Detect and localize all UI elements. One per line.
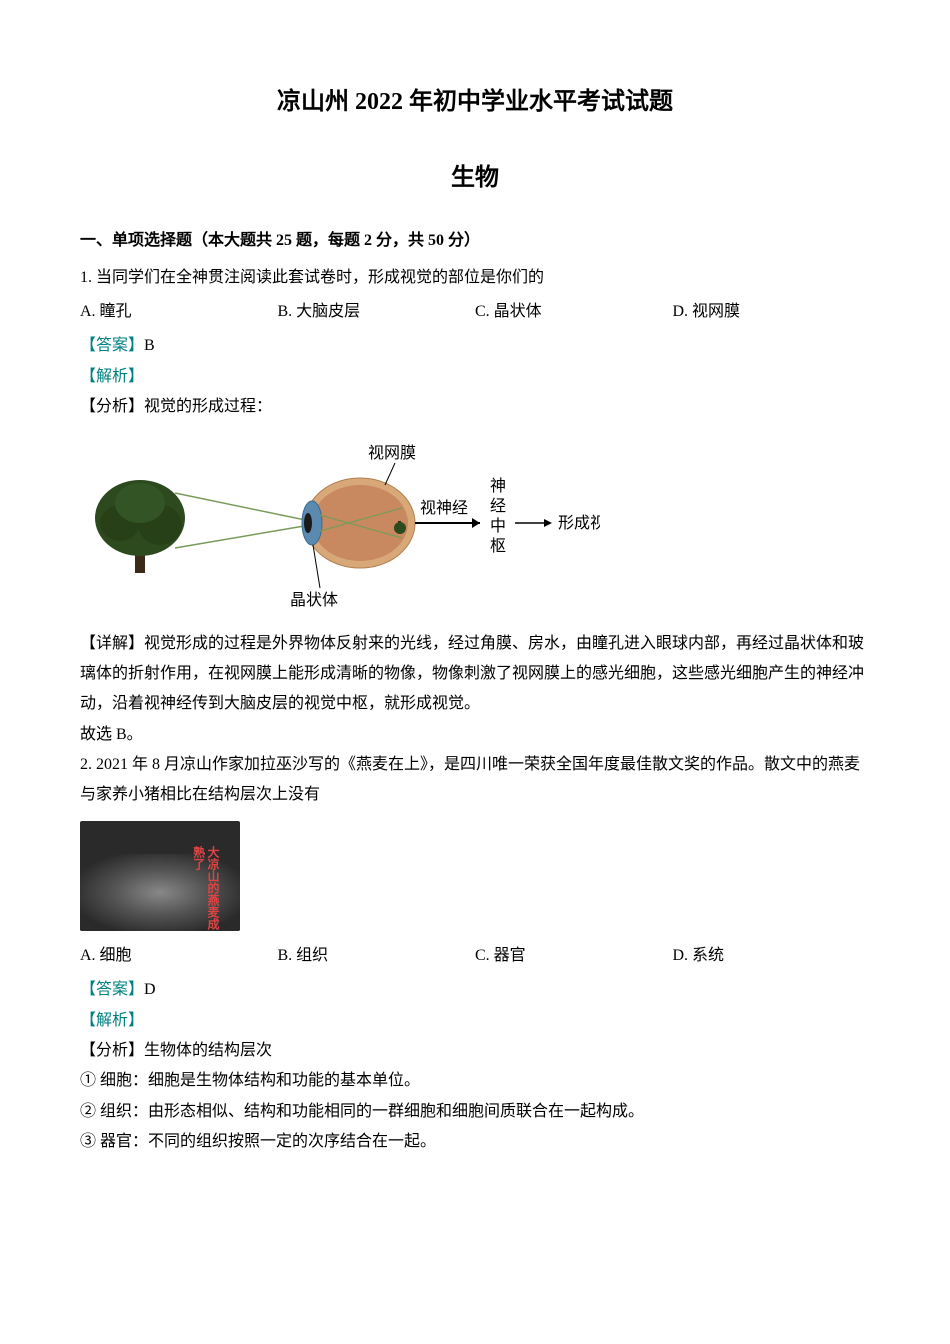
q2-option-a: A. 细胞 [80,941,278,971]
q2-point3: ③ 器官：不同的组织按照一定的次序结合在一起。 [80,1127,870,1157]
oats-image: 大凉山的燕麦成熟了 [80,821,240,931]
q1-analysis-line: 【解析】 [80,362,870,392]
q1-analysis-heading: 【分析】视觉的形成过程： [80,392,870,422]
q1-option-a: A. 瞳孔 [80,297,278,327]
q1-answer-value: B [144,337,155,354]
label-lens: 晶状体 [290,591,338,609]
eye-diagram: 视网膜 视神经 晶状体 神 经 中 枢 形成视觉 [80,433,600,613]
q1-option-b: B. 大脑皮层 [278,297,476,327]
answer-label: 【答案】 [80,337,144,354]
svg-text:中: 中 [490,517,506,535]
answer-label: 【答案】 [80,981,144,998]
q1-conclusion: 故选 B。 [80,720,870,750]
q2-point2: ② 组织：由形态相似、结构和功能相同的一群细胞和细胞间质联合在一起构成。 [80,1097,870,1127]
label-form-vision: 形成视觉 [558,514,600,532]
q2-option-b: B. 组织 [278,941,476,971]
label-optic-nerve: 视神经 [420,499,468,517]
label-retina: 视网膜 [368,444,416,462]
q1-text: 1. 当同学们在全神贯注阅读此套试卷时，形成视觉的部位是你们的 [80,263,870,293]
subject-title: 生物 [80,156,870,202]
eye-icon [302,478,415,568]
q1-answer-line: 【答案】B [80,331,870,361]
q2-analysis-line: 【解析】 [80,1006,870,1036]
q2-option-d: D. 系统 [673,941,871,971]
q2-option-c: C. 器官 [475,941,673,971]
q2-analysis-heading: 【分析】生物体的结构层次 [80,1036,870,1066]
analysis-label: 【解析】 [80,1012,144,1029]
q2-answer-value: D [144,981,156,998]
analysis-label: 【解析】 [80,368,144,385]
q1-options: A. 瞳孔 B. 大脑皮层 C. 晶状体 D. 视网膜 [80,297,870,327]
q2-point1: ① 细胞：细胞是生物体结构和功能的基本单位。 [80,1066,870,1096]
q2-answer-line: 【答案】D [80,975,870,1005]
section-header: 一、单项选择题（本大题共 25 题，每题 2 分，共 50 分） [80,226,870,256]
q2-options: A. 细胞 B. 组织 C. 器官 D. 系统 [80,941,870,971]
q1-option-d: D. 视网膜 [673,297,871,327]
svg-text:经: 经 [490,497,506,515]
oats-caption: 大凉山的燕麦成熟了 [191,846,220,931]
q1-detail: 【详解】视觉形成的过程是外界物体反射来的光线，经过角膜、房水，由瞳孔进入眼球内部… [80,629,870,720]
svg-text:神: 神 [490,477,506,495]
svg-text:枢: 枢 [490,537,506,555]
tree-icon [95,480,185,573]
exam-title: 凉山州 2022 年初中学业水平考试试题 [80,80,870,126]
q2-text: 2. 2021 年 8 月凉山作家加拉巫沙写的《燕麦在上》，是四川唯一荣获全国年… [80,750,870,811]
q1-option-c: C. 晶状体 [475,297,673,327]
